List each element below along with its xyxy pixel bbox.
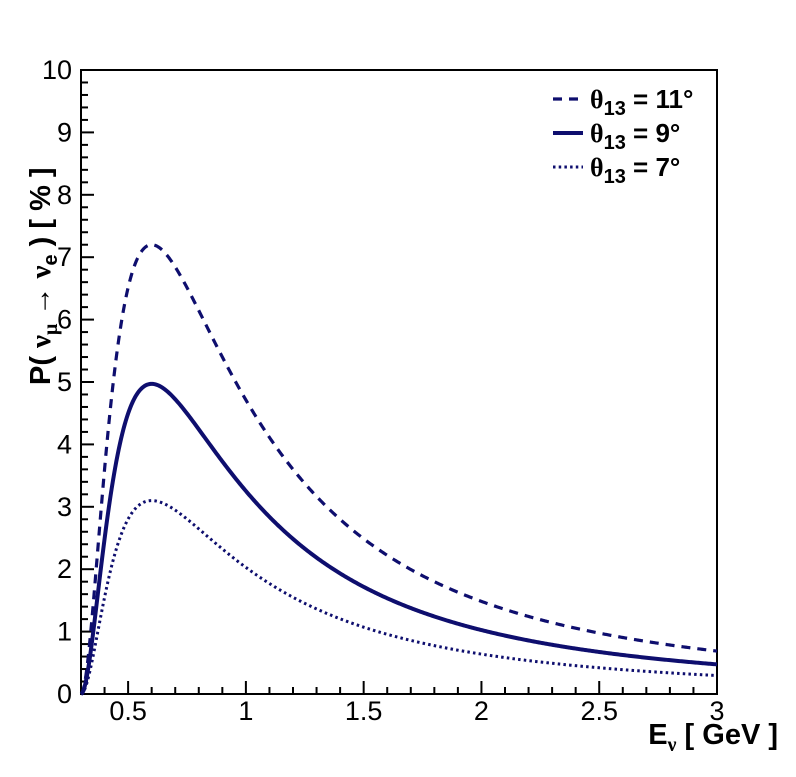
y-tick-label: 4 bbox=[57, 429, 72, 459]
y-tick-label: 10 bbox=[42, 55, 72, 85]
theta-symbol: θ bbox=[590, 85, 604, 114]
y-tick-label: 2 bbox=[57, 554, 72, 584]
y-tick-label: 1 bbox=[57, 617, 72, 647]
legend: θ13 = 11° θ13 = 9° θ13 = 7° bbox=[553, 84, 693, 188]
y-tick-label: 8 bbox=[57, 180, 72, 210]
y-tick-label: 0 bbox=[57, 679, 72, 709]
curve-theta13-9-deg bbox=[79, 381, 718, 696]
y-title-prefix: P( bbox=[25, 348, 57, 385]
x-tick-label: 1 bbox=[238, 696, 253, 726]
theta-value: = 7° bbox=[626, 152, 681, 182]
theta-subscript: 13 bbox=[604, 132, 626, 154]
legend-label: θ13 = 7° bbox=[590, 152, 680, 188]
legend-label: θ13 = 9° bbox=[590, 118, 680, 154]
plot-frame bbox=[80, 69, 718, 695]
axis-ticks bbox=[81, 69, 718, 695]
x-title-units: [ GeV ] bbox=[676, 719, 778, 751]
curve-theta13-7-deg bbox=[80, 499, 718, 696]
x-title-subscript: ν bbox=[667, 734, 677, 756]
y-title-sub-e: e bbox=[40, 254, 62, 265]
axis-tick-labels: 0.5 1 1.5 2 2.5 3 0 1 2 3 4 5 6 7 8 9 10 bbox=[42, 55, 725, 726]
x-title-symbol: E bbox=[648, 719, 667, 751]
x-tick-label: 1.5 bbox=[345, 696, 383, 726]
theta-value: = 9° bbox=[626, 118, 681, 148]
y-title-nu-mu: ν bbox=[25, 335, 57, 349]
x-tick-label: 2.5 bbox=[580, 696, 618, 726]
legend-item-theta13-11: θ13 = 11° bbox=[553, 84, 693, 120]
y-title-units: ) [ % ] bbox=[25, 167, 57, 254]
theta-value: = 11° bbox=[626, 84, 694, 114]
y-tick-label: 9 bbox=[57, 117, 72, 147]
curve-theta13-11-deg bbox=[79, 243, 718, 696]
x-tick-label: 3 bbox=[709, 696, 724, 726]
y-tick-label: 5 bbox=[57, 367, 72, 397]
theta-symbol: θ bbox=[590, 119, 604, 148]
theta-subscript: 13 bbox=[604, 98, 626, 120]
y-title-sub-mu: μ bbox=[40, 323, 62, 335]
y-tick-label: 3 bbox=[57, 492, 72, 522]
legend-item-theta13-9: θ13 = 9° bbox=[553, 118, 680, 154]
x-axis-title: Eν [ GeV ] bbox=[648, 719, 778, 756]
y-tick-label: 7 bbox=[57, 242, 72, 272]
legend-label: θ13 = 11° bbox=[590, 84, 693, 120]
theta-subscript: 13 bbox=[604, 166, 626, 188]
legend-item-theta13-7: θ13 = 7° bbox=[553, 152, 680, 188]
y-title-nu-e: ν bbox=[25, 266, 57, 280]
arrow-icon: → bbox=[25, 279, 57, 324]
theta-symbol: θ bbox=[590, 153, 604, 182]
y-axis-title: P( νμ → νe ) [ % ] bbox=[25, 167, 62, 385]
y-tick-label: 6 bbox=[57, 305, 72, 335]
probability-curves bbox=[79, 243, 718, 696]
x-tick-label: 0.5 bbox=[109, 696, 147, 726]
x-tick-label: 2 bbox=[474, 696, 489, 726]
